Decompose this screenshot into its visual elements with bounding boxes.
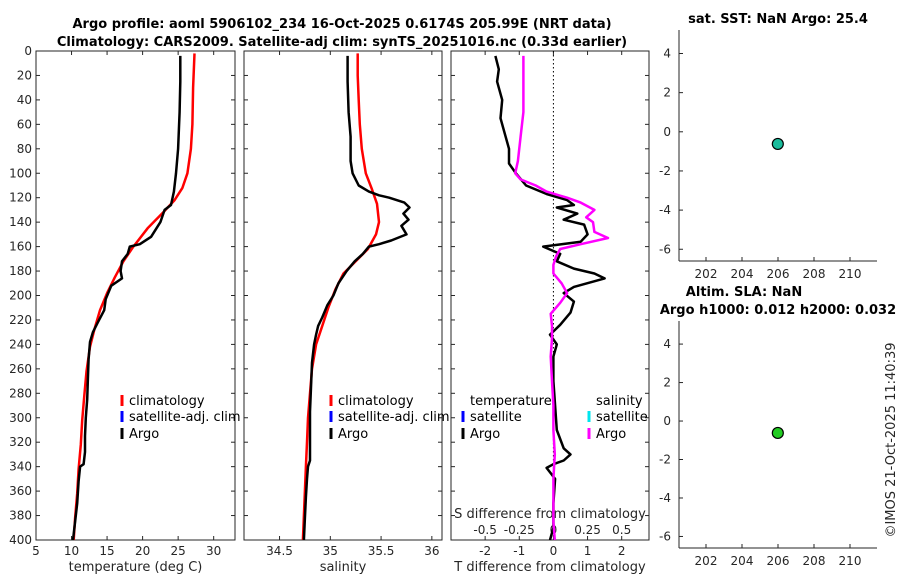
difference-panel xyxy=(450,50,650,541)
x-tick-label: 2 xyxy=(618,544,626,558)
y-tick-label: 2 xyxy=(663,376,671,390)
x-tick-label: 206 xyxy=(767,267,790,281)
depth-tick-label: 140 xyxy=(9,215,32,229)
depth-tick-label: 340 xyxy=(9,460,32,474)
x-tick-label: -2 xyxy=(479,544,491,558)
temperature-argo-line xyxy=(71,55,182,541)
sst-title: sat. SST: NaN Argo: 25.4 xyxy=(688,12,868,27)
legend-temperature-satellite: satellite xyxy=(470,410,522,425)
sla-point xyxy=(771,426,784,440)
figure-title-line2: Climatology: CARS2009. Satellite-adj cli… xyxy=(57,35,627,50)
depth-tick-label: 300 xyxy=(9,411,32,425)
x-tick-label: 34.5 xyxy=(266,544,293,558)
x-tick-label: 204 xyxy=(731,554,754,568)
x-tick-label: 0 xyxy=(550,544,558,558)
s-diff-tick-label: 0.25 xyxy=(574,523,601,537)
depth-tick-label: 100 xyxy=(9,166,32,180)
x-tick-label: 15 xyxy=(99,544,114,558)
y-tick-label: 0 xyxy=(663,414,671,428)
x-tick-label: 210 xyxy=(839,267,862,281)
x-tick-label: 20 xyxy=(135,544,150,558)
y-tick-label: -2 xyxy=(659,453,671,467)
x-tick-label: 204 xyxy=(731,267,754,281)
x-tick-label: 35.5 xyxy=(368,544,395,558)
legend-argo: Argo xyxy=(129,427,159,442)
depth-tick-label: 280 xyxy=(9,386,32,400)
y-tick-label: -4 xyxy=(659,491,671,505)
depth-tick-label: 260 xyxy=(9,362,32,376)
depth-tick-label: 20 xyxy=(17,68,32,82)
s-diff-tick-label: -0.5 xyxy=(473,523,496,537)
depth-tick-label: 80 xyxy=(17,142,32,156)
y-tick-label: 2 xyxy=(663,86,671,100)
depth-tick-label: 360 xyxy=(9,484,32,498)
x-tick-label: 1 xyxy=(584,544,592,558)
depth-tick-label: 220 xyxy=(9,313,32,327)
depth-tick-label: 200 xyxy=(9,289,32,303)
temperature-panel xyxy=(35,50,236,541)
s-diff-tick-label: -0.25 xyxy=(504,523,535,537)
salinity-difference-axis-label: S difference from climatology xyxy=(454,507,646,522)
sla-title-line1: Altim. SLA: NaN xyxy=(686,285,802,300)
x-tick-label: 10 xyxy=(64,544,79,558)
figure-title-line1: Argo profile: aoml 5906102_234 16-Oct-20… xyxy=(72,17,611,32)
s-diff-tick-label: 0.5 xyxy=(612,523,631,537)
y-tick-label: 0 xyxy=(663,125,671,139)
legend-salinity-argo: Argo xyxy=(596,427,626,442)
y-tick-label: -2 xyxy=(659,164,671,178)
depth-tick-label: 180 xyxy=(9,264,32,278)
legend-argo: Argo xyxy=(338,427,368,442)
depth-tick-label: 380 xyxy=(9,509,32,523)
imos-timestamp: ©IMOS 21-Oct-2025 11:40:39 xyxy=(884,342,899,537)
depth-tick-label: 240 xyxy=(9,337,32,351)
salinity-panel xyxy=(243,50,443,541)
y-tick-label: 4 xyxy=(663,46,671,60)
x-tick-label: 202 xyxy=(695,554,718,568)
legend-temperature-argo: Argo xyxy=(470,427,500,442)
depth-tick-label: 0 xyxy=(24,44,32,58)
temperature-difference-argo-line xyxy=(494,55,606,541)
legend-climatology: climatology xyxy=(129,394,205,409)
depth-tick-label: 160 xyxy=(9,240,32,254)
difference-x-label: T difference from climatology xyxy=(453,560,646,575)
sla-title-line2: Argo h1000: 0.012 h2000: 0.032 xyxy=(660,303,896,318)
x-tick-label: 208 xyxy=(803,267,826,281)
legend-salinity-title: salinity xyxy=(596,394,643,409)
salinity-difference-argo-line xyxy=(513,55,610,541)
y-tick-label: -6 xyxy=(659,242,671,256)
depth-tick-label: 400 xyxy=(9,533,32,547)
legend-climatology: climatology xyxy=(338,394,414,409)
x-tick-label: 35 xyxy=(323,544,338,558)
x-tick-label: 206 xyxy=(767,554,790,568)
y-tick-label: 4 xyxy=(663,337,671,351)
legend-satellite-adj: satellite-adj. clim xyxy=(338,410,450,425)
x-tick-label: 30 xyxy=(206,544,221,558)
legend-salinity-satellite: satellite xyxy=(596,410,648,425)
salinity-argo-line xyxy=(302,55,411,541)
depth-tick-label: 40 xyxy=(17,93,32,107)
x-tick-label: 210 xyxy=(839,554,862,568)
depth-tick-label: 60 xyxy=(17,117,32,131)
depth-tick-label: 320 xyxy=(9,435,32,449)
salinity-x-label: salinity xyxy=(320,560,367,575)
x-tick-label: -1 xyxy=(513,544,525,558)
legend-satellite-adj: satellite-adj. clim xyxy=(129,410,241,425)
x-tick-label: 208 xyxy=(803,554,826,568)
legend-temperature-title: temperature xyxy=(470,394,552,409)
x-tick-label: 202 xyxy=(695,267,718,281)
x-tick-label: 36 xyxy=(424,544,439,558)
y-tick-label: -6 xyxy=(659,529,671,543)
y-tick-label: -4 xyxy=(659,203,671,217)
x-tick-label: 5 xyxy=(32,544,40,558)
temperature-x-label: temperature (deg C) xyxy=(69,560,203,575)
sst-point xyxy=(771,137,784,151)
depth-tick-label: 120 xyxy=(9,191,32,205)
x-tick-label: 25 xyxy=(171,544,186,558)
